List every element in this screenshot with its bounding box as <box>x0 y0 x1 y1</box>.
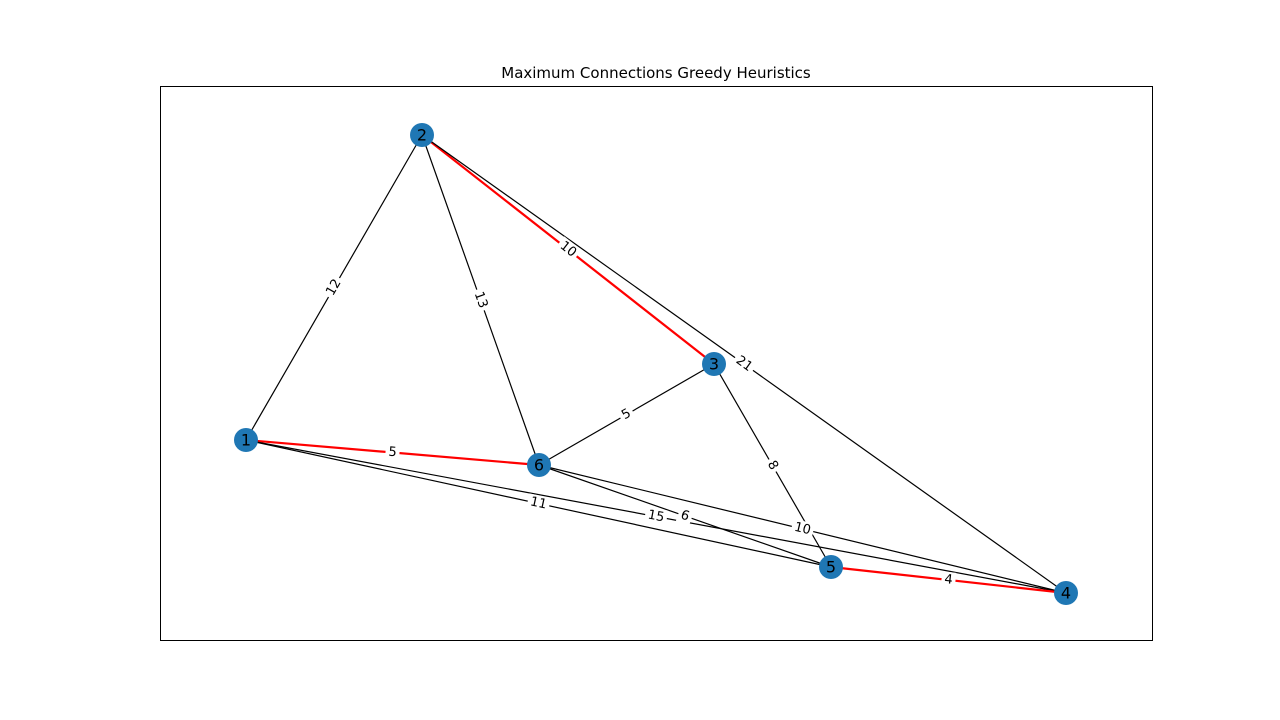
node-circle <box>1054 581 1078 605</box>
edge-label-background <box>616 404 637 425</box>
node-label: 5 <box>826 558 836 577</box>
node-label: 3 <box>709 355 719 374</box>
edge-label-background <box>554 236 582 263</box>
node-label: 6 <box>534 456 544 475</box>
node-circle <box>410 123 434 147</box>
edge-label-background <box>789 518 816 540</box>
node-3: 3 <box>702 352 726 376</box>
edge-label-2-3: 10 <box>554 236 582 263</box>
plot-frame <box>160 86 1153 641</box>
edge-label-1-4: 15 <box>643 506 669 527</box>
edge-label-background <box>321 273 347 302</box>
node-4: 4 <box>1054 581 1078 605</box>
edge-label-3-6: 5 <box>616 404 637 425</box>
edge-label-background <box>940 571 957 589</box>
node-circle <box>527 453 551 477</box>
edge-label-5-4: 4 <box>940 571 957 589</box>
edge-label-2-4: 21 <box>730 351 758 377</box>
edge-weight-text: 11 <box>529 494 548 512</box>
edge-label-background <box>469 286 492 314</box>
edge-weight-text: 15 <box>646 508 665 526</box>
edge-label-6-4: 10 <box>789 518 816 540</box>
edge-label-2-6: 13 <box>469 286 492 314</box>
edge-weight-text: 12 <box>323 277 344 299</box>
node-label: 2 <box>417 126 427 145</box>
node-5: 5 <box>819 555 843 579</box>
node-label: 4 <box>1061 584 1071 603</box>
edge-label-background <box>384 443 401 462</box>
edge-labels-layer: 12 5 11 15 13 10 21 5 8 6 10 4 <box>321 236 957 589</box>
edge-label-background <box>730 351 758 377</box>
chart-title: Maximum Connections Greedy Heuristics <box>501 64 811 82</box>
edge-weight-text: 10 <box>793 520 813 538</box>
edge-weight-text: 13 <box>471 290 491 311</box>
edge-label-6-5: 6 <box>675 506 695 526</box>
edge-label-background <box>526 493 551 514</box>
edge-weight-text: 4 <box>944 572 954 588</box>
edge-label-3-5: 8 <box>762 455 783 476</box>
edge-label-background <box>675 506 695 526</box>
node-label: 1 <box>241 431 251 450</box>
edge-weight-text: 5 <box>388 445 398 461</box>
node-circle <box>234 428 258 452</box>
node-2: 2 <box>410 123 434 147</box>
node-circle <box>819 555 843 579</box>
node-6: 6 <box>527 453 551 477</box>
edge-label-1-5: 11 <box>526 493 551 514</box>
edge-label-background <box>643 506 669 527</box>
edge-label-background <box>762 455 783 476</box>
edge-label-1-6: 5 <box>384 443 401 462</box>
edge-label-1-2: 12 <box>321 273 347 302</box>
node-circle <box>702 352 726 376</box>
node-1: 1 <box>234 428 258 452</box>
